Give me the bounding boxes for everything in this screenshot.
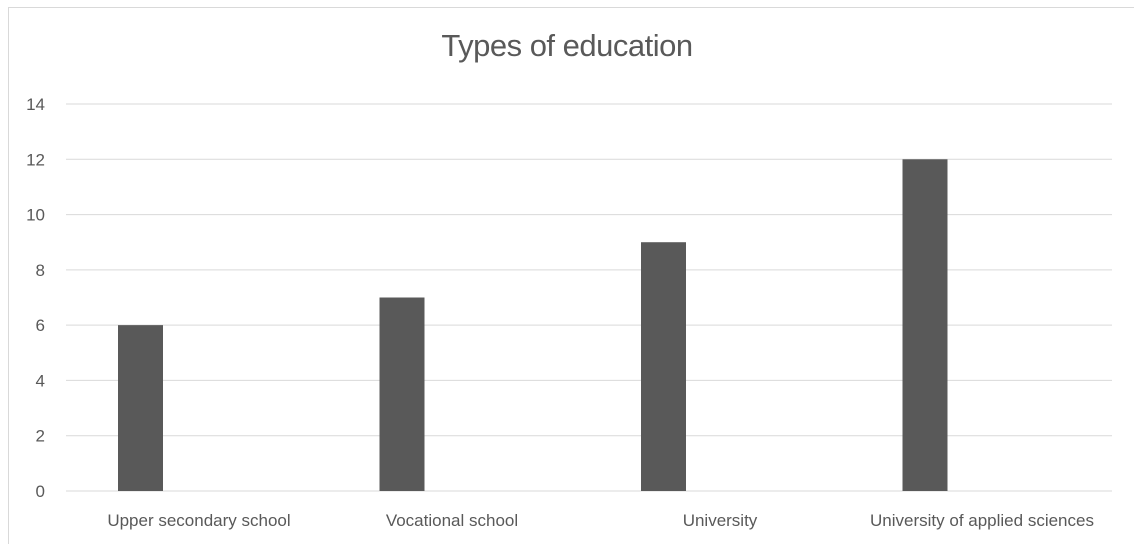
y-tick-label: 10 — [26, 206, 45, 225]
bar-3 — [641, 242, 686, 491]
bar-1 — [118, 325, 163, 491]
x-category-label: Upper secondary school — [107, 511, 290, 530]
chart-frame — [8, 7, 1134, 544]
y-tick-label: 6 — [36, 316, 45, 335]
bar-4 — [902, 159, 948, 492]
y-tick-label: 4 — [36, 371, 45, 390]
bar-2 — [379, 297, 425, 491]
y-tick-label: 8 — [36, 261, 45, 280]
x-category-label: Vocational school — [386, 511, 518, 530]
y-tick-label: 12 — [26, 150, 45, 169]
y-tick-label: 2 — [36, 427, 45, 446]
y-tick-label: 0 — [36, 482, 45, 501]
x-category-label: University — [683, 511, 758, 530]
y-tick-label: 14 — [26, 95, 45, 114]
x-category-label: University of applied sciences — [870, 511, 1094, 530]
chart-title: Types of education — [441, 28, 693, 63]
